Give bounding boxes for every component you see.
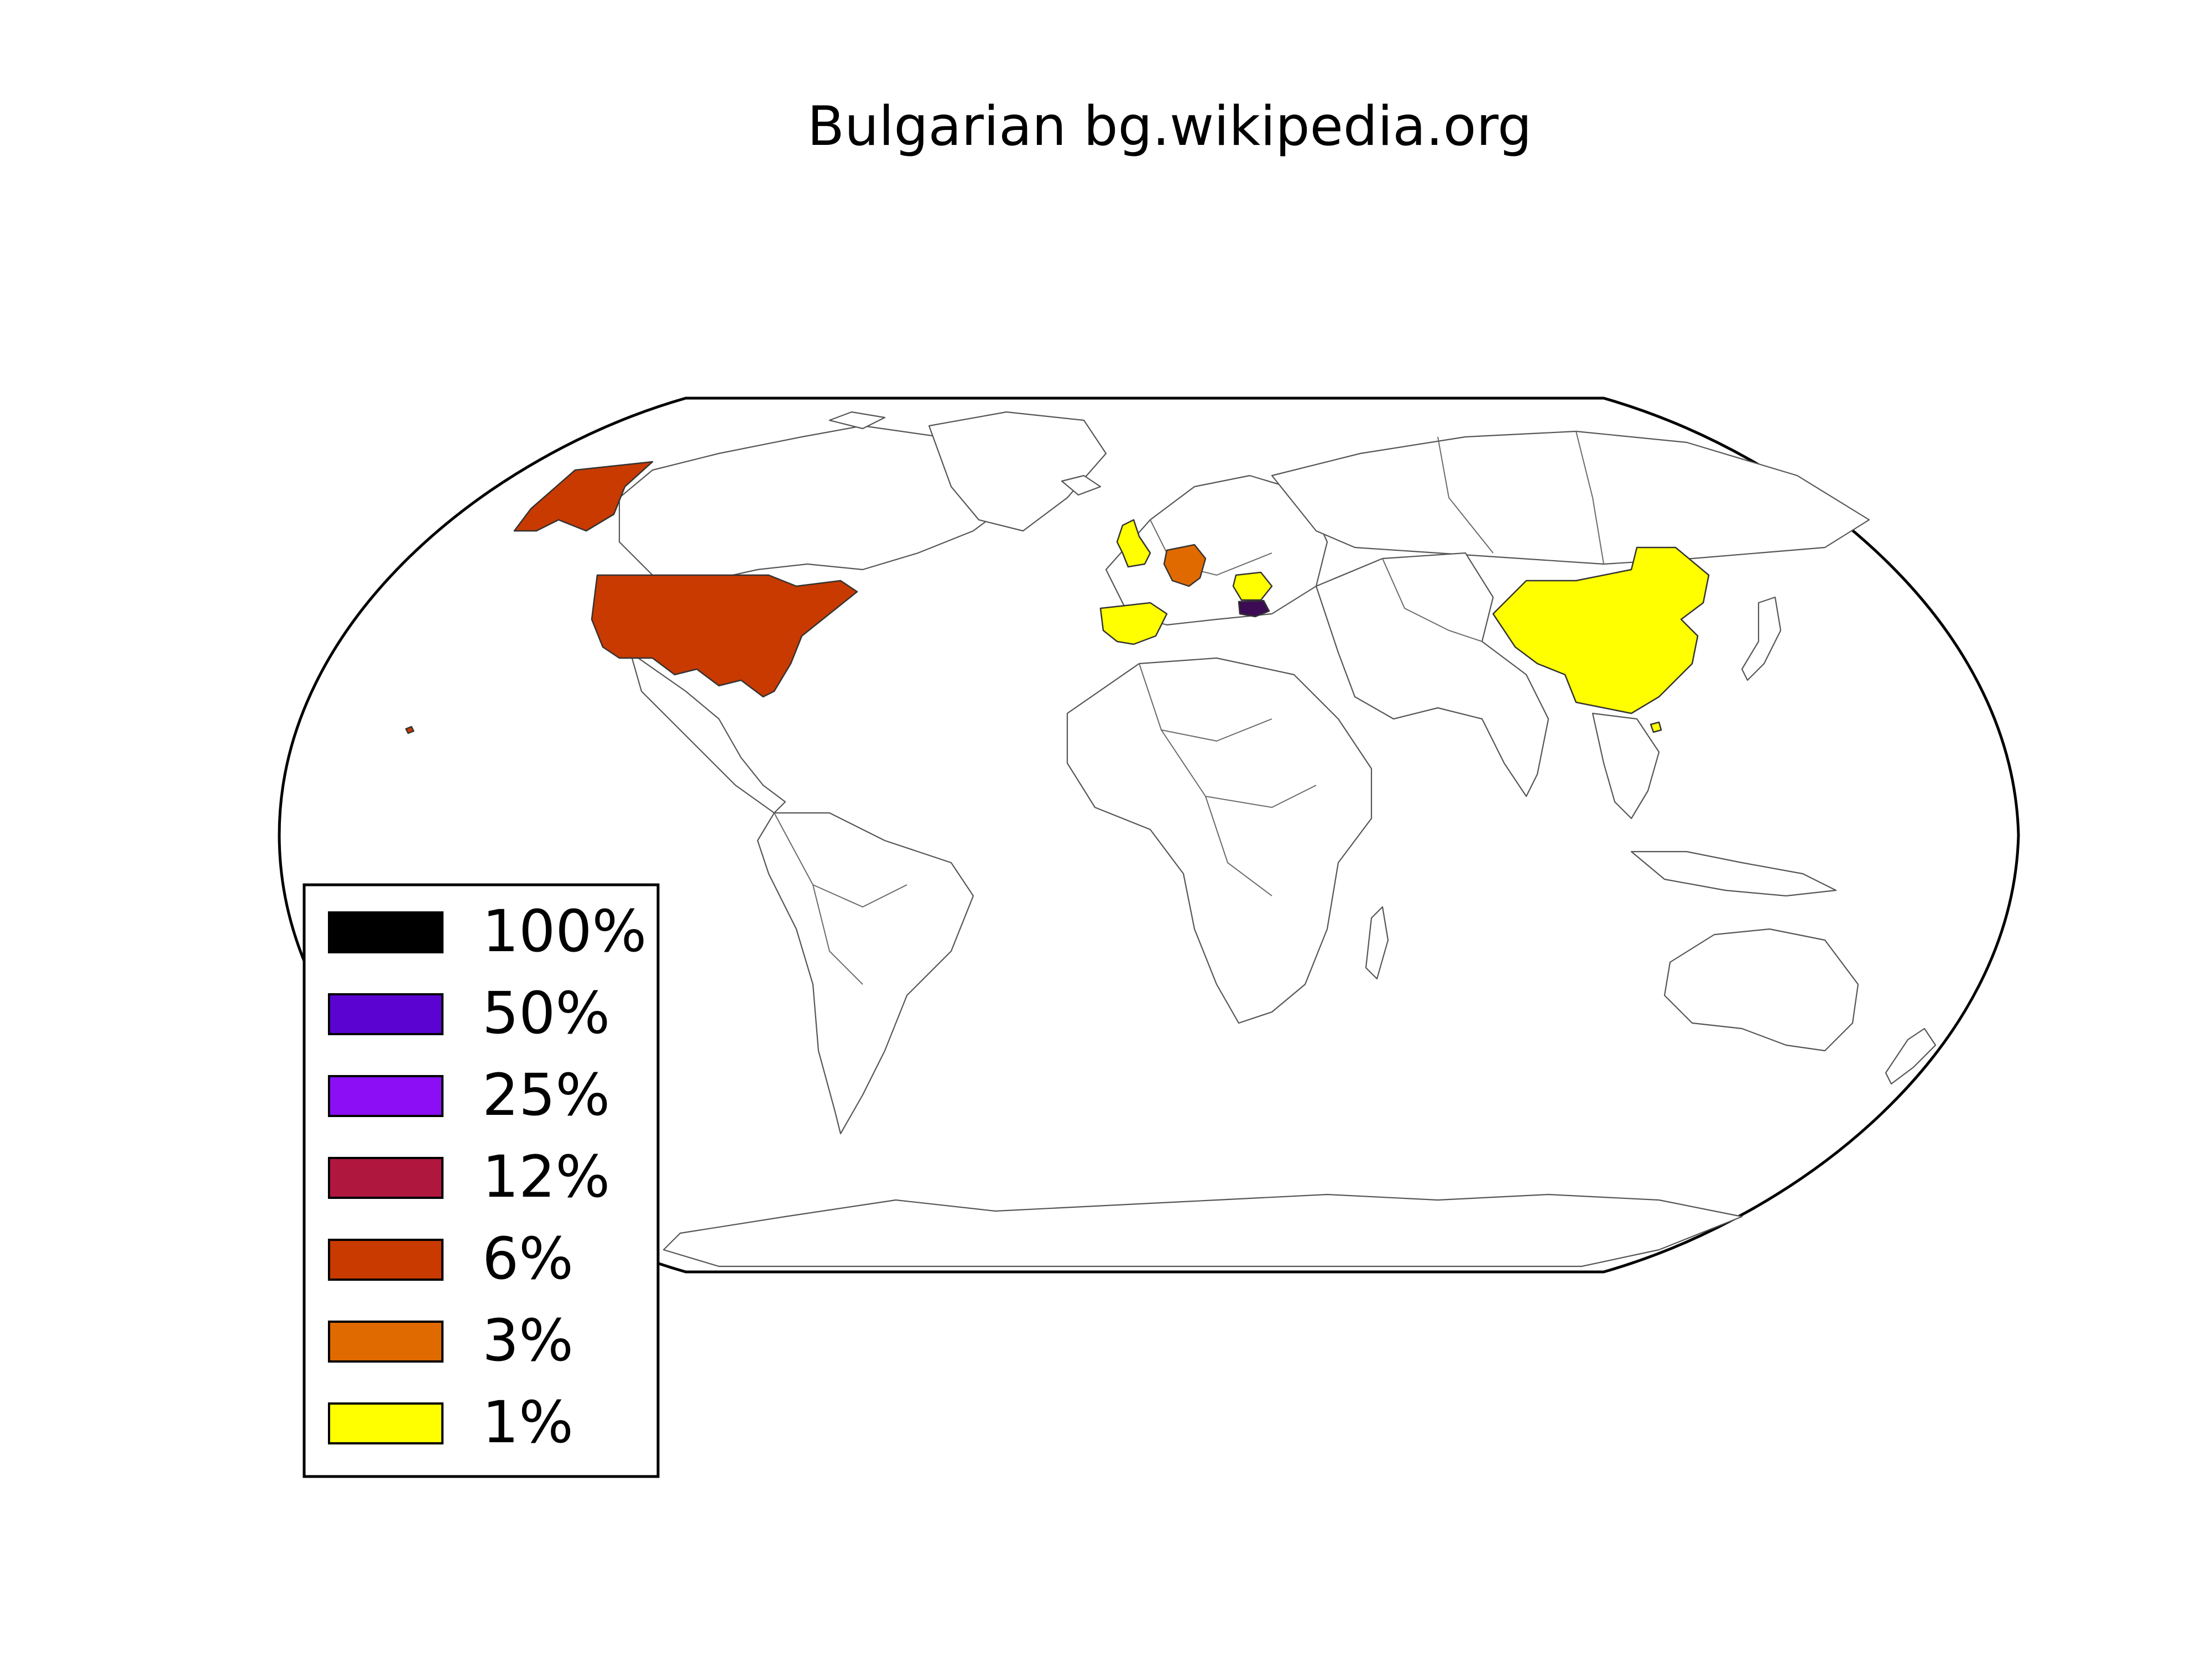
asia-south-outline	[1315, 552, 1550, 797]
south-america-outline	[757, 812, 974, 1135]
legend-label: 3%	[482, 1307, 573, 1374]
new-zealand-outline	[1885, 1027, 1937, 1085]
country-china-hainan[interactable]	[1650, 721, 1662, 733]
africa-outline	[1066, 657, 1373, 1024]
australia-outline	[1663, 928, 1859, 1052]
country-germany[interactable]	[1163, 544, 1207, 587]
country-alaska[interactable]	[513, 461, 654, 532]
greenland-outline	[928, 411, 1107, 532]
legend-label: 1%	[482, 1389, 573, 1456]
country-united-kingdom[interactable]	[1116, 519, 1151, 568]
japan-outline	[1741, 596, 1782, 681]
russia-outline	[1271, 430, 1870, 565]
legend-label: 12%	[482, 1143, 610, 1211]
map-area	[278, 397, 2020, 1274]
legend-swatch	[328, 1157, 444, 1199]
country-united-states[interactable]	[591, 574, 858, 698]
legend-swatch	[328, 1239, 444, 1281]
border-lines	[774, 431, 1604, 985]
legend-label: 6%	[482, 1225, 573, 1292]
mexico-outline	[629, 651, 786, 814]
highlight-layer	[405, 461, 1710, 734]
country-bulgaria[interactable]	[1238, 599, 1270, 618]
land-layer	[618, 411, 1937, 1267]
antarctica-outline	[662, 1193, 1743, 1267]
country-spain[interactable]	[1099, 602, 1168, 645]
legend-swatch	[328, 993, 444, 1035]
southeast-asia-outline	[1592, 712, 1660, 820]
legend-label: 25%	[482, 1061, 610, 1129]
legend-swatch	[328, 1402, 444, 1444]
indonesia-outline	[1630, 851, 1837, 897]
iceland-outline	[1061, 474, 1102, 496]
legend-label: 100%	[482, 898, 646, 965]
arctic-islands-outline	[828, 411, 886, 430]
canada-outline	[618, 425, 1019, 582]
legend-swatch	[328, 911, 444, 953]
legend: 100% 50% 25% 12% 6% 3% 1%	[302, 883, 660, 1478]
legend-swatch	[328, 1321, 444, 1363]
map-title: Bulgarian bg.wikipedia.org	[807, 95, 1532, 158]
legend-label: 50%	[482, 979, 610, 1047]
country-hawaii[interactable]	[405, 726, 415, 734]
madagascar-outline	[1365, 906, 1389, 980]
legend-swatch	[328, 1075, 444, 1117]
country-china[interactable]	[1492, 546, 1710, 714]
